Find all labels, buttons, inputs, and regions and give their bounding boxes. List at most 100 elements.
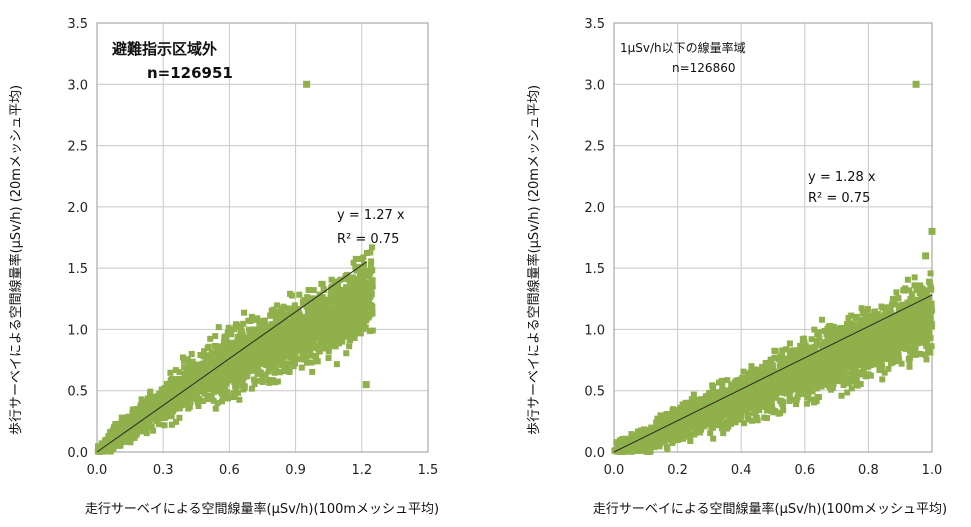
left-point (322, 345, 328, 351)
left-point (147, 392, 153, 398)
left-point (144, 430, 150, 436)
left-point (268, 350, 274, 356)
left-outlier-point-0 (303, 81, 310, 88)
left-point (361, 293, 367, 299)
left-point (114, 442, 120, 448)
left-point (333, 317, 339, 323)
right-point (657, 412, 663, 418)
right-ytick-7: 3.5 (584, 17, 605, 32)
left-point (227, 367, 233, 373)
left-point (324, 320, 330, 326)
left-xtick-1: 0.3 (153, 463, 174, 478)
left-point (226, 325, 232, 331)
left-point (293, 349, 299, 355)
left-point (124, 417, 130, 423)
left-point (319, 308, 325, 314)
left-point (189, 351, 195, 357)
left-point (258, 323, 264, 329)
left-point (107, 446, 113, 452)
left-point (306, 351, 312, 357)
right-point (786, 398, 792, 404)
right-point (761, 415, 767, 421)
left-point (161, 386, 167, 392)
left-point (368, 282, 374, 288)
left-point (213, 372, 219, 378)
left-point (192, 368, 198, 374)
right-point (927, 281, 933, 287)
left-point (194, 397, 200, 403)
left-point (301, 343, 307, 349)
left-point (220, 379, 226, 385)
left-point (198, 386, 204, 392)
right-point (907, 296, 913, 302)
right-point (836, 372, 842, 378)
right-point (740, 369, 746, 375)
right-xtick-2: 0.4 (731, 463, 752, 478)
right-point (868, 373, 874, 379)
left-point (316, 324, 322, 330)
left-ytick-0: 0.0 (67, 446, 88, 461)
left-point (216, 324, 222, 330)
right-point (880, 326, 886, 332)
left-ytick-6: 3.0 (67, 78, 88, 93)
left-point (299, 322, 305, 328)
right-xtick-3: 0.6 (794, 463, 815, 478)
left-point (292, 336, 298, 342)
left-point (196, 362, 202, 368)
left-point (342, 325, 348, 331)
right-point (879, 376, 885, 382)
left-point (311, 316, 317, 322)
right-point (893, 289, 899, 295)
right-point (845, 315, 851, 321)
left-point (279, 346, 285, 352)
left-point (336, 299, 342, 305)
left-point (354, 306, 360, 312)
left-point (286, 353, 292, 359)
left-point (329, 336, 335, 342)
left-point (313, 354, 319, 360)
right-point (707, 430, 713, 436)
left-point (351, 299, 357, 305)
left-point (232, 391, 238, 397)
left-point (317, 348, 323, 354)
right-point (898, 338, 904, 344)
right-point (773, 348, 779, 354)
right-point (860, 310, 866, 316)
left-point (208, 353, 214, 359)
right-ytick-4: 2.0 (584, 201, 605, 216)
right-point (929, 343, 935, 349)
left-point (156, 421, 162, 427)
left-point (142, 411, 148, 417)
left-point (343, 350, 349, 356)
left-point (206, 364, 212, 370)
left-point (240, 354, 246, 360)
left-point (162, 422, 168, 428)
right-xtick-5: 1.0 (922, 463, 943, 478)
left-point (173, 377, 179, 383)
right-xtick-4: 0.8 (858, 463, 879, 478)
left-point (253, 329, 259, 335)
left-point (334, 361, 340, 367)
left-point (188, 379, 194, 385)
left-point (344, 284, 350, 290)
left-point (362, 286, 368, 292)
left-point (329, 294, 335, 300)
left-point (233, 321, 239, 327)
right-point (900, 302, 906, 308)
left-point (177, 400, 183, 406)
right-point (912, 274, 918, 280)
left-point (320, 281, 326, 287)
left-point (316, 342, 322, 348)
right-ytick-3: 1.5 (584, 262, 605, 277)
left-xtick-0: 0.0 (87, 463, 108, 478)
left-ytick-1: 0.5 (67, 385, 88, 400)
left-point (266, 377, 272, 383)
right-point (912, 282, 918, 288)
left-point (276, 369, 282, 375)
left-point (347, 337, 353, 343)
right-point (780, 407, 786, 413)
left-point (262, 352, 268, 358)
left-point (224, 350, 230, 356)
right-point (816, 335, 822, 341)
right-point (925, 349, 931, 355)
